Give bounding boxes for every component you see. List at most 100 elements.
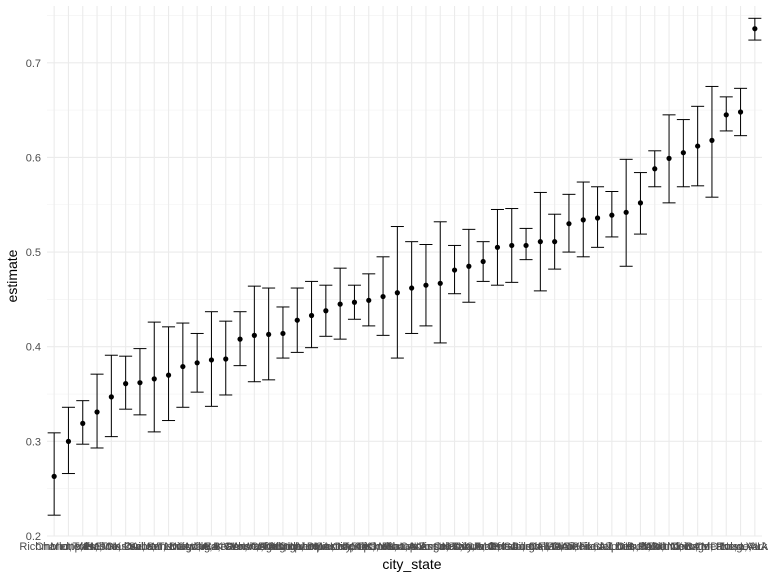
x-tick-label: Stockton, CA xyxy=(351,541,416,553)
data-point xyxy=(723,112,729,118)
data-point xyxy=(94,409,100,415)
data-point xyxy=(609,212,615,218)
x-tick-label: Miami, FL xyxy=(545,541,593,553)
grid-layer xyxy=(47,6,762,537)
x-tick-label: Dallas, TX xyxy=(529,541,580,553)
data-point xyxy=(323,308,329,314)
x-tick-label: Indianapolis, IN xyxy=(374,541,450,553)
data-point xyxy=(51,473,57,479)
x-tick-label: Phoenix, AZ xyxy=(554,541,614,553)
x-tick-label: New Orleans, LA xyxy=(670,541,754,553)
x-tick-label: Los Angeles, CA xyxy=(400,541,482,553)
x-tick-label: Detroit, MI xyxy=(615,541,666,553)
data-point xyxy=(151,376,157,382)
data-point xyxy=(266,331,272,338)
data-point xyxy=(709,137,715,143)
data-point xyxy=(580,217,586,223)
x-tick-label: Cincinnati, OH xyxy=(562,541,633,553)
data-point xyxy=(251,332,257,338)
x-tick-label: San Diego, CA xyxy=(146,541,219,553)
data-point xyxy=(223,356,229,362)
data-point xyxy=(165,372,172,378)
x-tick-label: Washington, DC xyxy=(243,541,323,553)
x-tick-label: Nashville, TN xyxy=(107,541,172,553)
data-point xyxy=(637,200,644,206)
data-point xyxy=(695,143,701,149)
x-tick-label: Oakland, CA xyxy=(638,541,701,553)
x-tick-label: Fresno, CA xyxy=(84,541,140,553)
data-point xyxy=(137,380,143,386)
data-point xyxy=(451,267,458,273)
x-tick-label: Oklahoma City, OK xyxy=(279,541,373,553)
data-point xyxy=(180,363,186,370)
x-tick-label: Jacksonville, FL xyxy=(473,541,551,553)
x-tick-label: San Antonio, TX xyxy=(386,541,466,553)
data-point xyxy=(623,209,629,215)
x-tick-label: Atlanta, GA xyxy=(183,541,240,553)
data-point xyxy=(509,242,515,249)
x-tick-label: Albuquerque, NM xyxy=(269,541,355,553)
x-tick-label: Baltimore, MD xyxy=(649,541,719,553)
data-point xyxy=(537,239,543,245)
data-point xyxy=(65,438,72,444)
data-point xyxy=(208,357,215,363)
data-points xyxy=(51,26,758,479)
data-point xyxy=(566,221,572,227)
x-tick-label: Las Vegas, NV xyxy=(232,541,305,553)
x-tick-label: Richmond, VA xyxy=(19,541,89,553)
x-tick-label: Durham, NC xyxy=(124,541,185,553)
data-point xyxy=(294,317,300,323)
x-tick-label: Charlotte, NC xyxy=(35,541,102,553)
data-point xyxy=(308,312,315,319)
data-point xyxy=(108,394,114,400)
x-tick-label: Pittsburgh, PA xyxy=(491,541,561,553)
x-tick-label: Fort Worth, TX xyxy=(204,541,276,553)
data-point xyxy=(437,280,443,286)
x-tick-label: St. Louis, MO xyxy=(593,541,660,553)
x-tick-label: Savannah, GA xyxy=(447,541,519,553)
data-point xyxy=(680,150,686,156)
x-tick-label: Denver, CO xyxy=(226,541,284,553)
data-point xyxy=(423,282,429,288)
y-tick-label: 0.3 xyxy=(26,436,41,448)
data-point xyxy=(494,244,501,250)
data-point xyxy=(737,109,744,115)
x-tick-label: Boston, MA xyxy=(512,541,570,553)
data-point xyxy=(351,299,358,305)
x-tick-label: Columbus, OH xyxy=(433,541,505,553)
x-tick-label: Milwaukee, WI xyxy=(90,541,162,553)
data-point xyxy=(480,258,486,265)
data-point xyxy=(666,155,672,161)
data-point xyxy=(337,301,343,307)
data-point xyxy=(366,297,372,303)
data-point xyxy=(523,242,529,249)
data-point xyxy=(80,420,86,426)
x-tick-label: Buffalo, NY xyxy=(627,541,683,553)
data-point xyxy=(466,263,472,269)
y-tick-labels: 0.2 0.3 0.4 0.5 0.6 0.7 xyxy=(26,58,41,543)
x-tick-label: Tampa, FL xyxy=(343,541,395,553)
data-point xyxy=(409,285,415,291)
data-point xyxy=(752,26,758,32)
data-point xyxy=(194,360,200,366)
x-tick-label: New York, NY xyxy=(721,541,768,553)
x-tick-label: Memphis, TN xyxy=(50,541,115,553)
y-tick-label: 0.4 xyxy=(26,342,41,354)
data-point xyxy=(237,336,243,342)
x-tick-label: Baton Rouge, LA xyxy=(684,541,768,553)
data-point xyxy=(280,330,286,337)
y-tick-label: 0.6 xyxy=(26,152,41,164)
data-point xyxy=(652,166,658,172)
y-axis-title: estimate xyxy=(4,249,20,302)
x-axis-title: city_state xyxy=(382,556,441,572)
y-tick-label: 0.2 xyxy=(26,531,41,543)
x-tick-label: Tulsa, OK xyxy=(73,541,122,553)
y-tick-label: 0.7 xyxy=(26,58,41,70)
y-tick-label: 0.5 xyxy=(26,247,41,259)
x-tick-label: Houston, TX xyxy=(310,541,372,553)
data-point xyxy=(380,293,386,300)
x-tick-label: Kansas City, MO xyxy=(414,541,496,553)
